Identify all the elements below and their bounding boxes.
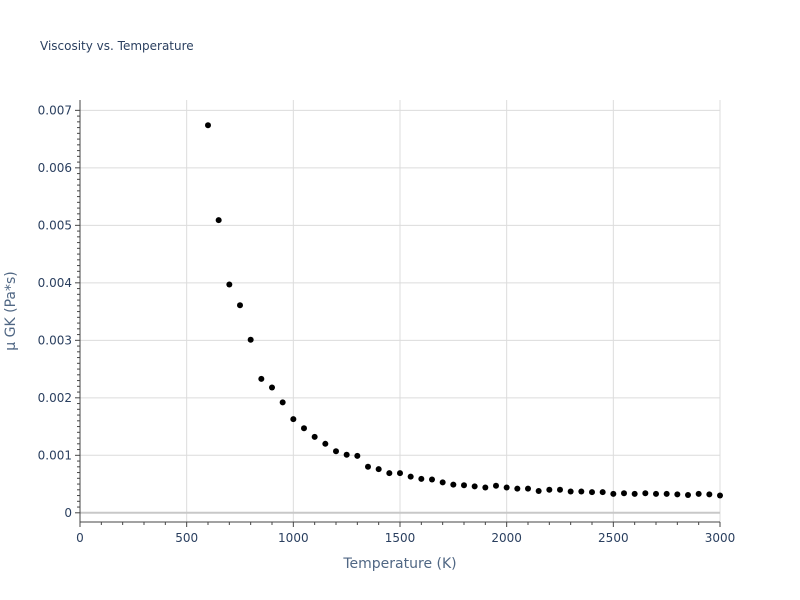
data-point (375, 466, 382, 473)
data-point (365, 463, 371, 470)
data-point (514, 485, 521, 492)
data-point (567, 488, 574, 495)
x-tick-label: 1500 (385, 531, 416, 545)
data-point (461, 482, 467, 489)
data-point (397, 470, 403, 477)
data-point (578, 488, 585, 495)
data-point (717, 492, 723, 499)
x-tick-label: 2000 (491, 531, 522, 545)
data-point (439, 479, 446, 486)
data-point (493, 482, 499, 489)
data-point (247, 336, 254, 343)
data-point (706, 491, 713, 498)
data-point (418, 475, 425, 482)
data-point (279, 399, 286, 406)
y-tick-label: 0.004 (38, 276, 72, 290)
y-tick-label: 0 (64, 506, 72, 520)
data-point (407, 473, 414, 480)
data-point (386, 470, 393, 477)
data-point (429, 476, 435, 483)
data-point (610, 490, 617, 497)
x-tick-label: 2500 (598, 531, 629, 545)
data-point (237, 302, 243, 309)
x-axis-title: Temperature (K) (342, 556, 456, 572)
data-point (258, 375, 265, 382)
data-point (333, 448, 339, 455)
data-point (269, 384, 275, 391)
data-point (674, 491, 681, 498)
data-point (642, 490, 649, 497)
data-point (301, 425, 307, 432)
data-point (471, 483, 478, 490)
data-point (503, 484, 510, 491)
x-axis-ticks: 0 500 1000 1500 2000 2500 3000 (76, 522, 735, 545)
data-point (535, 487, 542, 494)
x-tick-label: 0 (76, 531, 84, 545)
data-point (205, 122, 211, 129)
data-point (215, 217, 222, 224)
y-axis-ticks: 0 0.001 0.002 0.003 0.004 0.005 0.006 0.007 (38, 103, 80, 520)
data-point (663, 490, 670, 497)
data-point (322, 440, 329, 447)
y-tick-label: 0.005 (38, 218, 72, 232)
data-point (343, 451, 350, 458)
data-point (450, 481, 457, 488)
data-point (525, 485, 531, 492)
data-point (354, 452, 361, 459)
chart-title: Viscosity vs. Temperature (40, 39, 194, 53)
x-tick-label: 500 (175, 531, 198, 545)
data-point (290, 416, 297, 423)
data-point (621, 490, 627, 497)
x-tick-label: 3000 (705, 531, 736, 545)
data-point (546, 486, 553, 493)
data-point (226, 281, 233, 288)
y-tick-label: 0.001 (38, 448, 72, 462)
x-tick-label: 1000 (278, 531, 309, 545)
y-tick-label: 0.002 (38, 391, 72, 405)
data-point (653, 490, 659, 497)
data-points (205, 122, 723, 499)
grid-lines (80, 100, 721, 522)
data-point (599, 489, 606, 496)
data-point (589, 489, 595, 496)
data-point (695, 490, 702, 497)
data-point (557, 486, 563, 493)
data-point (685, 491, 691, 498)
y-tick-label: 0.003 (38, 333, 72, 347)
y-axis-title: μ GK (Pa*s) (3, 271, 19, 350)
data-point (311, 433, 318, 440)
data-point (482, 484, 489, 491)
data-point (631, 490, 638, 497)
y-tick-label: 0.007 (38, 103, 72, 117)
y-tick-label: 0.006 (38, 161, 72, 175)
